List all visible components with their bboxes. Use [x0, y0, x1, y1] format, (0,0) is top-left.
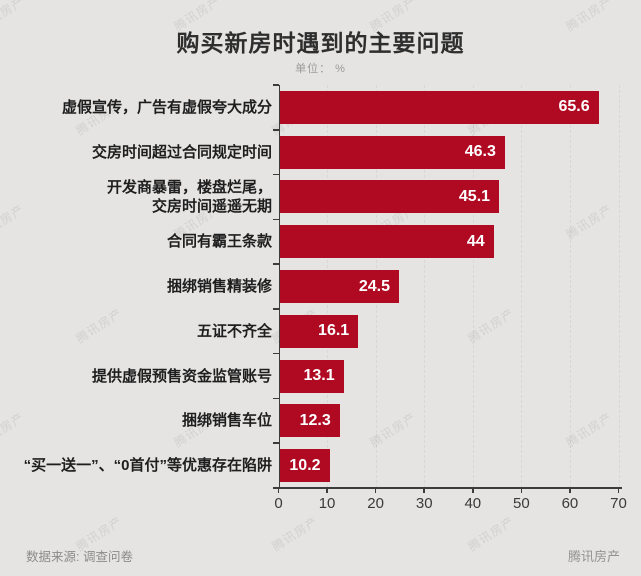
x-axis-tick-label: 10 — [318, 495, 336, 512]
bar-value-label: 13.1 — [303, 367, 335, 385]
y-axis-tick — [273, 218, 279, 221]
x-axis-tick-label: 60 — [561, 495, 579, 512]
gridline — [472, 85, 474, 488]
bar-value-label: 65.6 — [558, 98, 590, 116]
category-label: 虚假宣传，广告有虚假夸大成分 — [61, 98, 272, 116]
unit-label: 单位： % — [295, 63, 346, 75]
x-axis-tick-label: 40 — [464, 495, 482, 512]
y-axis-tick — [273, 397, 279, 400]
y-axis-tick — [273, 129, 279, 131]
bar-value-label: 45.1 — [458, 187, 491, 205]
x-axis-tick-label: 50 — [513, 495, 530, 512]
bar: 45.1 — [280, 180, 500, 214]
x-axis-tick — [374, 488, 377, 493]
y-axis-tick — [273, 263, 279, 265]
gridline — [424, 85, 426, 488]
category-label: 提供虚假预售资金监管账号 — [91, 367, 272, 385]
chart-title: 购买新房时遇到的主要问题 — [176, 30, 465, 56]
gridline — [618, 85, 620, 488]
y-axis-tick — [273, 352, 279, 355]
bar-value-label: 44 — [466, 232, 485, 250]
bar: 44 — [280, 225, 494, 259]
x-axis-tick — [520, 488, 523, 493]
x-axis-tick-label: 30 — [415, 495, 433, 512]
category-label: 开发商暴雷，楼盘烂尾， 交房时间遥遥无期 — [106, 178, 272, 215]
bar-value-label: 24.5 — [358, 277, 390, 295]
bar: 10.2 — [280, 449, 330, 483]
x-axis-tick-label: 20 — [367, 495, 384, 512]
y-axis-line — [278, 85, 280, 488]
x-axis-tick — [569, 488, 571, 493]
category-label: 交房时间超过合同规定时间 — [91, 143, 272, 161]
y-axis-tick — [273, 84, 279, 86]
x-axis-tick — [326, 488, 328, 493]
category-label: 捆绑销售精装修 — [166, 277, 272, 295]
gridline — [569, 85, 571, 488]
category-label: “买一送一”、“0首付”等优惠存在陷阱 — [23, 457, 272, 475]
bar-value-label: 12.3 — [299, 411, 331, 429]
bar-value-label: 10.2 — [289, 456, 321, 474]
y-axis-tick — [273, 308, 279, 310]
bar: 65.6 — [280, 90, 599, 124]
category-label: 捆绑销售车位 — [181, 412, 272, 430]
bar: 12.3 — [280, 404, 340, 438]
bar: 46.3 — [280, 135, 505, 169]
bar: 16.1 — [280, 314, 359, 348]
category-label: 合同有霸王条款 — [166, 233, 272, 251]
category-label: 五证不齐全 — [196, 322, 272, 340]
bar: 13.1 — [280, 359, 344, 393]
bar-value-label: 16.1 — [318, 322, 350, 340]
x-axis-tick — [277, 488, 280, 493]
bar: 24.5 — [280, 270, 399, 303]
data-source-label: 数据来源: 调查问卷 — [26, 550, 133, 564]
x-axis-line — [273, 487, 622, 489]
brand-label: 腾讯房产 — [567, 549, 620, 564]
y-axis-tick — [273, 442, 279, 444]
x-axis-tick-label: 70 — [610, 495, 627, 512]
y-axis-tick — [273, 173, 279, 176]
gridline — [521, 85, 523, 488]
x-axis-tick-label: 0 — [274, 495, 283, 512]
x-axis-tick — [472, 488, 474, 493]
x-axis-tick — [423, 488, 425, 493]
x-axis-tick — [617, 488, 620, 493]
bar-value-label: 46.3 — [464, 143, 496, 161]
